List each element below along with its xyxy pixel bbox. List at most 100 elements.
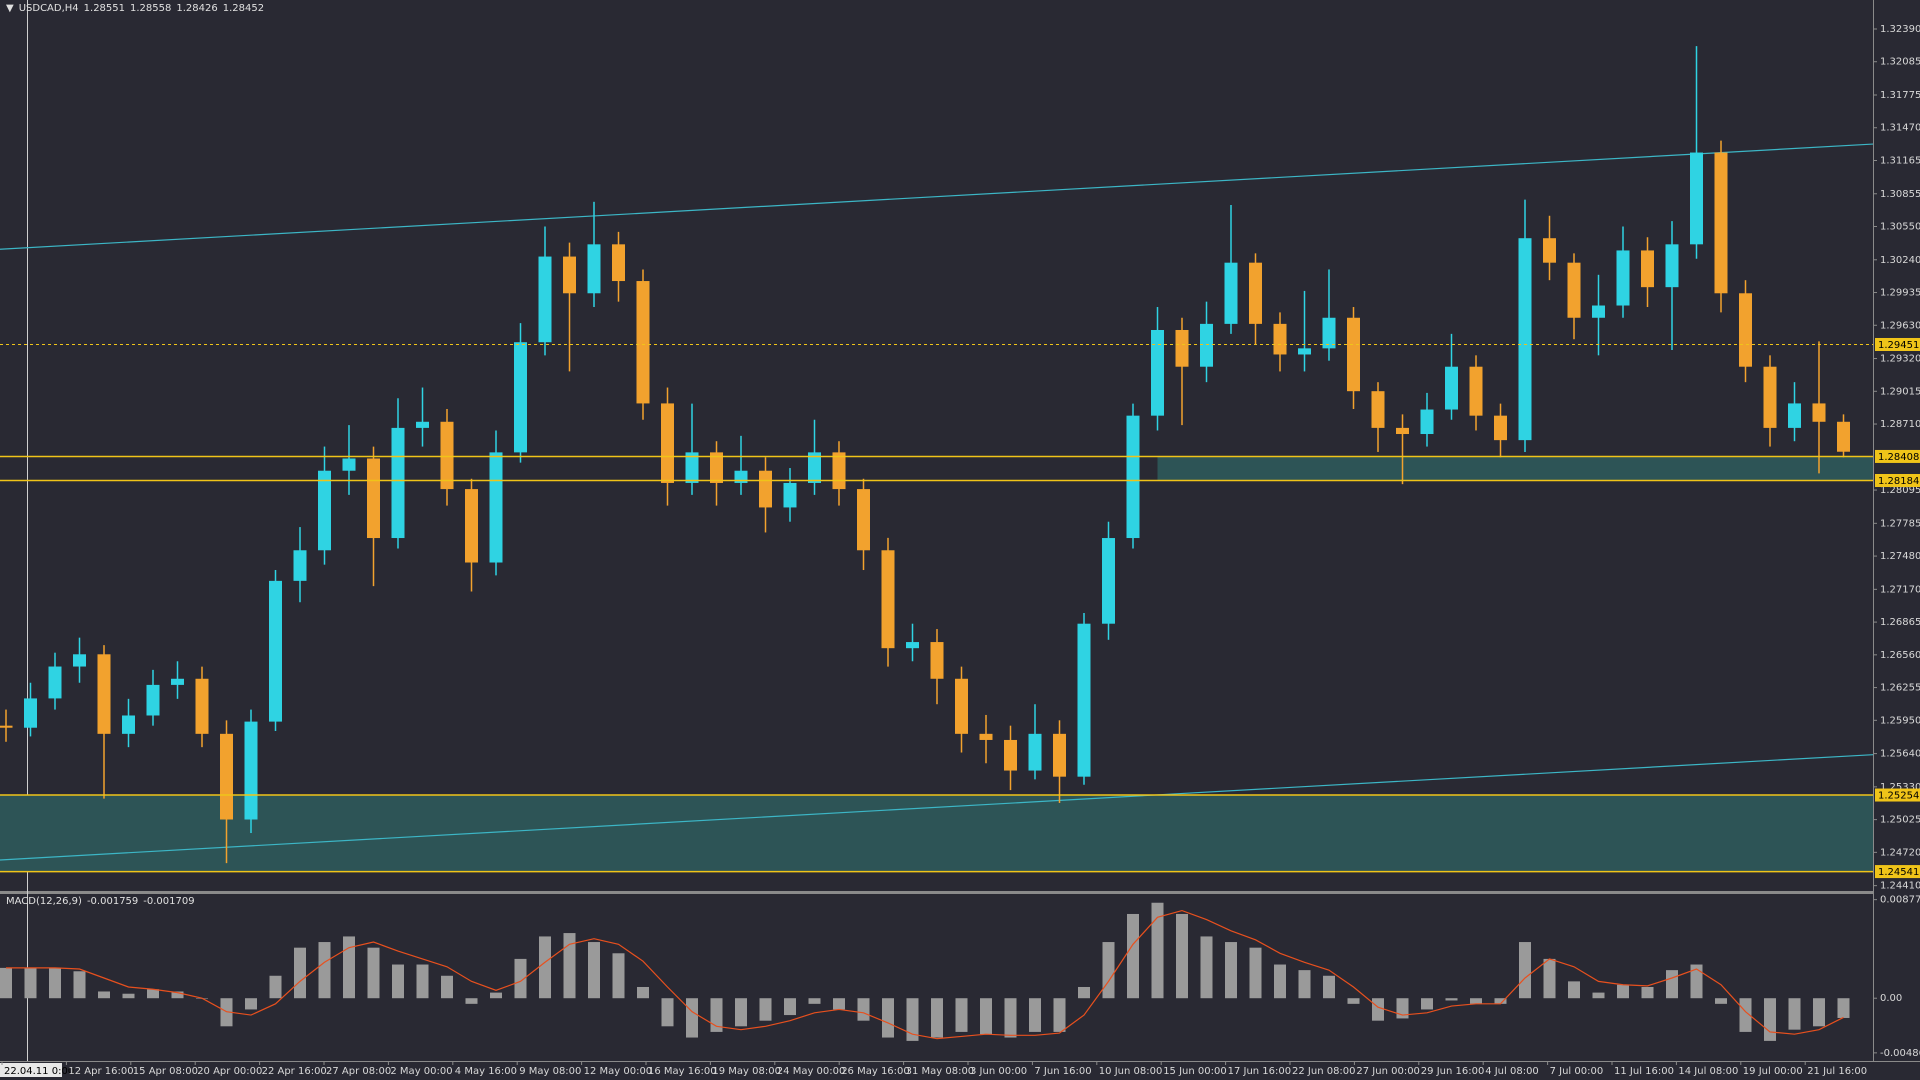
- macd-bar: [441, 975, 453, 999]
- candle-body: [0, 725, 13, 728]
- macd-bar: [73, 971, 86, 999]
- candle-body: [1298, 348, 1311, 355]
- time-label: 7 Jul 00:00: [1550, 1066, 1604, 1077]
- time-label: 21 Jul 16:00: [1807, 1066, 1867, 1077]
- y-tick-label: 1.27785: [1880, 518, 1920, 529]
- macd-bar: [661, 998, 674, 1027]
- macd-bar: [1837, 998, 1850, 1018]
- macd-bar: [906, 998, 919, 1041]
- time-label: 26 May 16:00: [841, 1066, 910, 1077]
- macd-bar: [1617, 984, 1629, 999]
- y-tick-label: 1.26255: [1880, 683, 1920, 694]
- time-label: 7 Jun 16:00: [1034, 1066, 1091, 1077]
- macd-bar: [269, 975, 282, 999]
- time-label: 29 Jun 16:00: [1421, 1066, 1485, 1077]
- candle-body: [1690, 152, 1703, 245]
- macd-bar: [784, 998, 796, 1016]
- macd-bar: [294, 947, 306, 999]
- y-tick-label: 1.30550: [1880, 222, 1920, 233]
- macd-bar: [686, 998, 698, 1038]
- candle-body: [1371, 391, 1385, 428]
- level-label: 1.24541: [1878, 867, 1919, 878]
- macd-bar: [1764, 998, 1776, 1041]
- time-label: 24 May 00:00: [777, 1066, 846, 1077]
- candle-body: [1126, 415, 1140, 539]
- level-label-box: [1875, 449, 1920, 463]
- y-tick-label: 1.32390: [1880, 24, 1920, 35]
- macd-bar: [1568, 981, 1580, 999]
- candle-body: [293, 550, 307, 581]
- candle-body: [1004, 739, 1017, 771]
- macd-bar: [931, 998, 943, 1038]
- y-tick-label: 1.26560: [1880, 650, 1920, 661]
- macd-bar: [1127, 913, 1139, 999]
- candle-body: [1102, 538, 1115, 624]
- macd-bar: [1715, 998, 1727, 1004]
- candle-body: [1714, 152, 1728, 294]
- candle-body: [881, 550, 895, 649]
- time-label: 15 Jun 00:00: [1163, 1066, 1227, 1077]
- open: 1.28551: [83, 3, 126, 14]
- candle-body: [1469, 366, 1483, 416]
- candle-body: [832, 452, 846, 490]
- macd-bar: [980, 998, 992, 1035]
- macd-bar: [147, 989, 159, 999]
- candle-body: [1665, 244, 1679, 288]
- macd-bar: [1347, 998, 1360, 1004]
- candle-body: [24, 698, 37, 728]
- level-label: 1.28408: [1878, 452, 1919, 463]
- time-label: 22 Apr 16:00: [262, 1066, 327, 1077]
- y-tick-label: 1.29015: [1880, 386, 1920, 397]
- candle-body: [1837, 421, 1850, 452]
- time-label: 11 Jul 16:00: [1614, 1066, 1674, 1077]
- macd-label: MACD(12,26,9): [6, 896, 82, 907]
- macd-bar: [857, 998, 870, 1021]
- macd-bar: [1323, 975, 1335, 999]
- y-tick-label: 1.25950: [1880, 715, 1920, 726]
- close: 1.28452: [222, 3, 265, 14]
- y-tick-label: 1.25330: [1880, 782, 1920, 793]
- macd-bar: [955, 998, 968, 1032]
- macd-bar: [759, 998, 772, 1021]
- candle-body: [1567, 262, 1581, 318]
- menu-icon: ▼: [6, 3, 14, 14]
- macd-bar: [563, 933, 576, 999]
- macd-bar: [416, 964, 429, 999]
- y-tick-label: 1.31470: [1880, 123, 1920, 134]
- candle-body: [587, 244, 601, 294]
- candle-body: [489, 452, 503, 563]
- candle-body: [1249, 262, 1262, 324]
- y-tick-label: 1.25025: [1880, 815, 1920, 826]
- macd-bar: [1274, 964, 1286, 999]
- candle-body: [171, 678, 184, 685]
- candle-body: [1494, 415, 1507, 441]
- time-label: 19 Jul 00:00: [1743, 1066, 1803, 1077]
- high: 1.28558: [130, 3, 172, 14]
- macd-bar: [392, 964, 404, 999]
- trendline: [0, 143, 1874, 250]
- macd-bar: [710, 998, 723, 1032]
- macd-bar: [465, 998, 478, 1004]
- y-tick-label: 1.32085: [1880, 57, 1920, 68]
- time-label: 9 May 08:00: [519, 1066, 581, 1077]
- chart-header: ▼ USDCAD,H4 1.28551 1.28558 1.28426 1.28452: [6, 3, 269, 14]
- macd-bar: [1470, 998, 1482, 1004]
- candle-body: [269, 580, 282, 722]
- macd-value: -0.001759: [86, 896, 139, 907]
- candle-body: [1739, 293, 1752, 367]
- macd-header: MACD(12,26,9) -0.001759 -0.001709: [6, 896, 200, 907]
- macd-bar: [1519, 942, 1531, 999]
- candle-body: [1445, 366, 1458, 410]
- time-label: 20 Apr 00:00: [197, 1066, 262, 1077]
- macd-bar: [539, 936, 551, 999]
- candle-body: [979, 733, 993, 740]
- candle-body: [1224, 262, 1238, 324]
- y-tick-label: 1.29630: [1880, 320, 1920, 331]
- level-label-box: [1875, 473, 1920, 487]
- candle-body: [857, 489, 870, 551]
- candle-body: [1175, 329, 1189, 367]
- candle-body: [1273, 323, 1287, 355]
- candle-body: [97, 654, 111, 734]
- time-label: 15 Apr 08:00: [133, 1066, 198, 1077]
